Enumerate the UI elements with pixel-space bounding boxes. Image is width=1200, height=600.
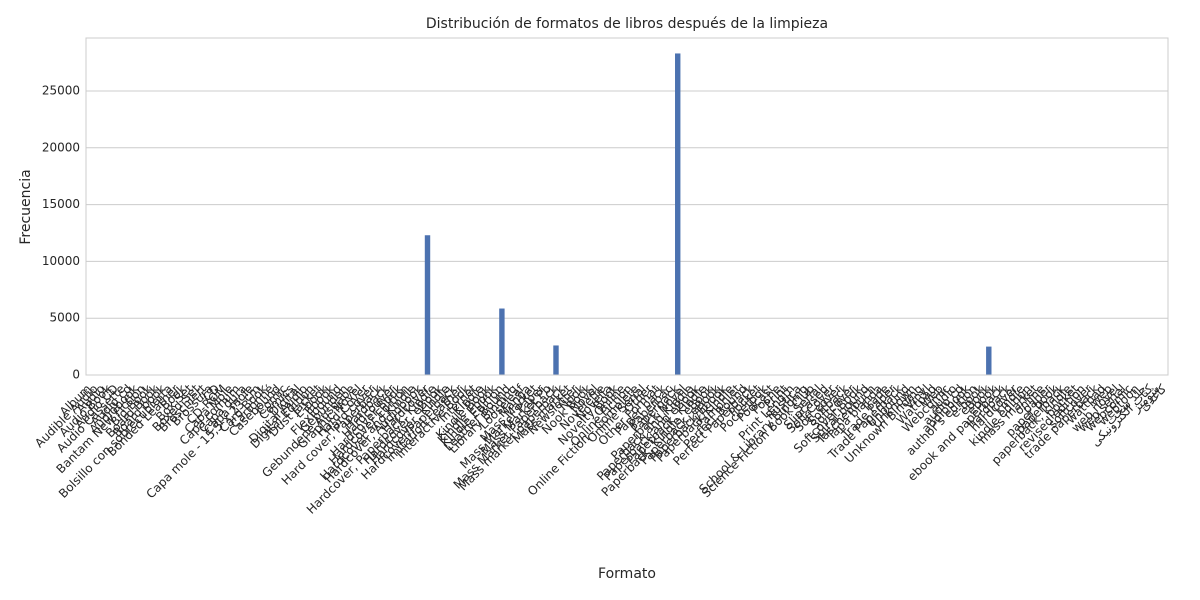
y-tick-label: 0 <box>72 368 80 382</box>
bar <box>553 345 559 375</box>
bar <box>424 235 431 375</box>
chart-title: Distribución de formatos de libros despu… <box>426 16 828 32</box>
y-tick-label: 20000 <box>42 140 80 154</box>
y-axis-label: Frecuencia <box>18 169 34 244</box>
bar <box>986 346 992 375</box>
y-tick-label: 10000 <box>42 254 80 268</box>
y-tick-label: 25000 <box>42 83 80 97</box>
y-tick-label: 5000 <box>49 311 80 325</box>
bar <box>499 308 505 375</box>
bar <box>675 53 681 376</box>
y-tick-label: 15000 <box>42 197 80 211</box>
plot-frame <box>85 37 1169 376</box>
x-axis-label: Formato <box>598 566 656 582</box>
